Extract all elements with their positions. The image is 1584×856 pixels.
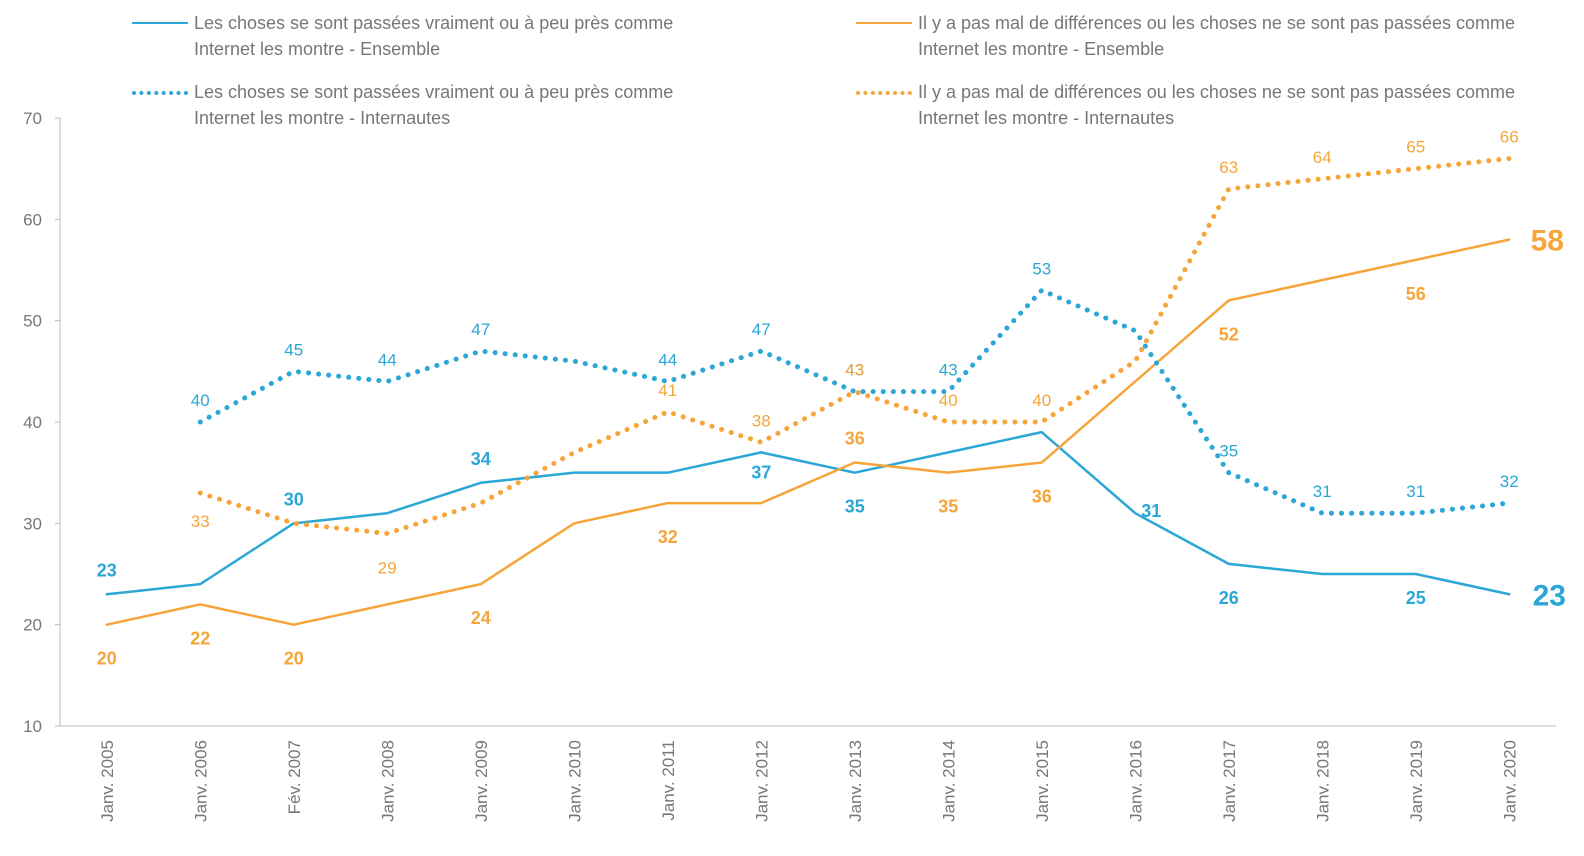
x-tick-label: Janv. 2005 [98,740,117,822]
data-label: 37 [751,462,771,482]
data-label: 31 [1406,482,1425,501]
data-label: 23 [1533,579,1566,612]
data-label: 32 [1500,472,1519,491]
data-label: 53 [1032,259,1051,278]
data-label: 44 [378,350,397,369]
data-label: 35 [938,497,958,517]
data-label: 34 [471,449,491,469]
y-tick-label: 60 [23,210,42,229]
data-label: 43 [939,361,958,380]
data-label: 47 [752,320,771,339]
data-label: 64 [1313,148,1332,167]
data-label: 65 [1406,138,1425,157]
x-tick-label: Janv. 2011 [659,740,678,821]
data-label: 32 [658,527,678,547]
y-tick-label: 20 [23,616,42,635]
x-tick-label: Fév. 2007 [285,740,304,814]
data-label: 56 [1406,284,1426,304]
line [105,238,1511,626]
dotted-line [197,156,1512,536]
x-tick-label: Janv. 2015 [1033,740,1052,822]
data-label: 30 [284,489,304,509]
x-tick-label: Janv. 2008 [378,740,397,822]
data-label: 63 [1219,158,1238,177]
data-label: 36 [1032,487,1052,507]
x-tick-label: Janv. 2020 [1500,740,1519,822]
data-label: 29 [378,558,397,577]
data-label: 58 [1531,225,1564,258]
y-tick-label: 40 [23,413,42,432]
legend-label: Les choses se sont passées vraiment ou à… [194,13,674,59]
legend-item: Les choses se sont passées vraiment ou à… [132,79,694,131]
x-tick-label: Janv. 2018 [1313,740,1332,822]
data-label: 45 [284,340,303,359]
data-label: 36 [845,429,865,449]
data-label: 43 [845,361,864,380]
x-tick-label: Janv. 2016 [1126,740,1145,822]
data-label: 52 [1219,324,1239,344]
data-label: 40 [1032,391,1051,410]
data-label: 35 [845,497,865,517]
data-label: 25 [1406,588,1426,608]
data-label: 24 [471,608,491,628]
x-tick-label: Janv. 2009 [472,740,491,822]
x-tick-label: Janv. 2010 [565,740,584,822]
y-tick-label: 10 [23,717,42,736]
data-label: 31 [1313,482,1332,501]
legend-item: Les choses se sont passées vraiment ou à… [132,10,694,62]
legend-label: Il y a pas mal de différences ou les cho… [918,13,1515,59]
legend-swatch [132,91,188,95]
dotted-line [197,287,1512,516]
data-label: 20 [284,649,304,669]
y-tick-label: 70 [23,109,42,128]
data-label: 26 [1219,588,1239,608]
x-tick-label: Janv. 2019 [1407,740,1426,822]
legend-item: Il y a pas mal de différences ou les cho… [856,79,1558,131]
data-label: 41 [658,381,677,400]
legend-item: Il y a pas mal de différences ou les cho… [856,10,1558,62]
data-label: 23 [97,560,117,580]
data-label: 38 [752,411,771,430]
legend-swatch [856,91,912,95]
data-label: 35 [1219,442,1238,461]
data-label: 22 [190,628,210,648]
legend-swatch [856,22,912,24]
data-label: 40 [191,391,210,410]
y-tick-label: 30 [23,514,42,533]
y-tick-label: 50 [23,312,42,331]
legend-label: Il y a pas mal de différences ou les cho… [918,82,1515,128]
data-label: 43 [845,361,864,380]
data-label: 47 [471,320,490,339]
legend-swatch [132,22,188,24]
x-tick-label: Janv. 2017 [1220,740,1239,822]
x-tick-label: Janv. 2006 [191,740,210,822]
data-label: 33 [191,512,210,531]
data-label: 20 [97,649,117,669]
x-tick-label: Janv. 2012 [752,740,771,822]
x-tick-label: Janv. 2014 [939,740,958,822]
data-label: 31 [1141,501,1161,521]
data-label: 66 [1500,128,1519,147]
legend-label: Les choses se sont passées vraiment ou à… [194,82,674,128]
data-label: 44 [658,350,677,369]
line [105,430,1511,596]
x-tick-label: Janv. 2013 [846,740,865,822]
data-label: 40 [939,391,958,410]
